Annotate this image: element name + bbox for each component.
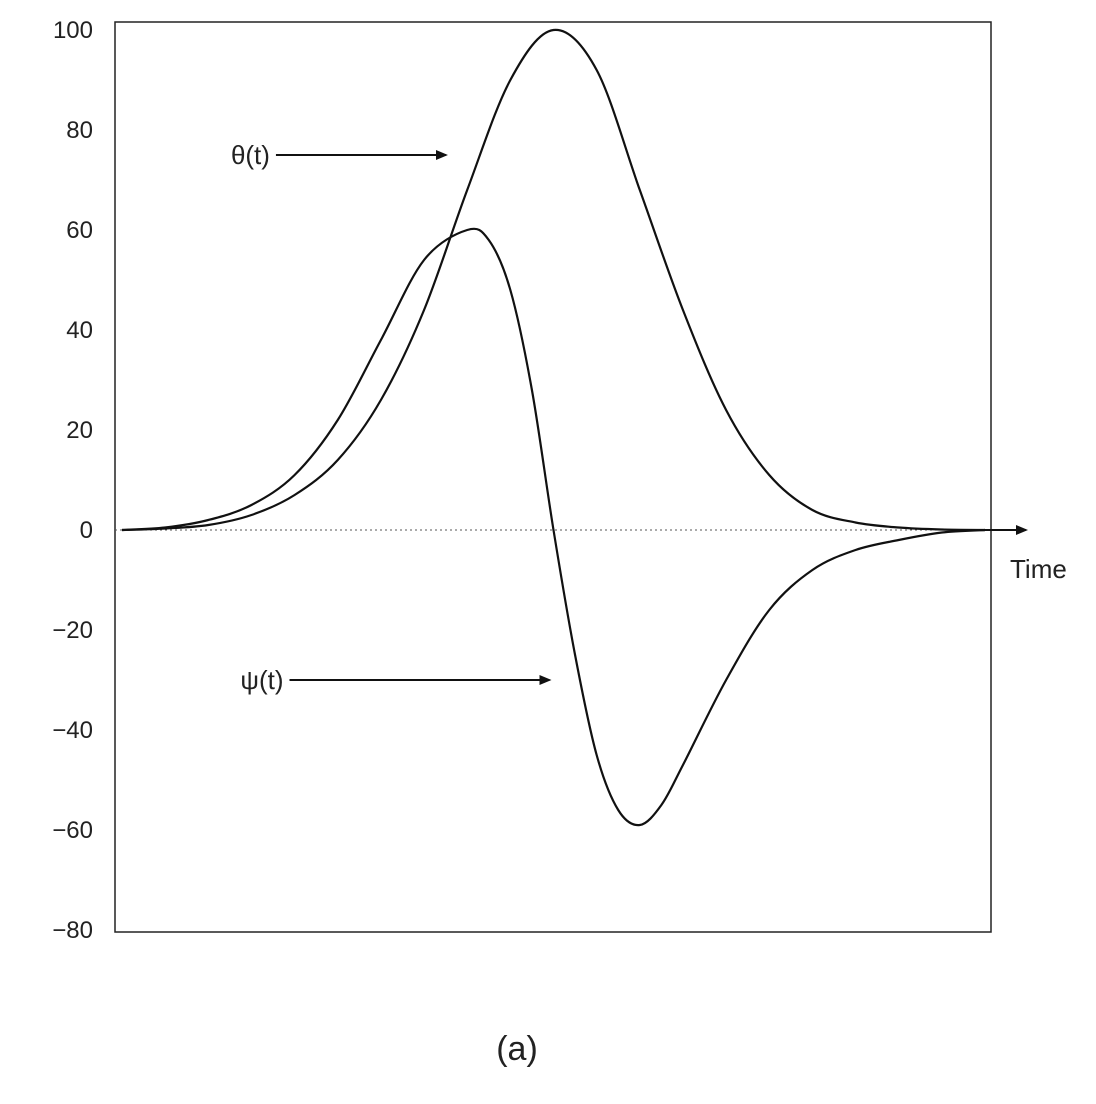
series-line-1	[121, 227, 986, 827]
y-tick-label: −20	[52, 617, 93, 644]
series-line-0	[121, 28, 986, 532]
y-tick-label: 60	[66, 217, 93, 244]
annotation-label: ψ(t)	[240, 665, 283, 695]
y-tick-label: 20	[66, 417, 93, 444]
x-axis-label: Time	[1010, 554, 1067, 584]
y-tick-label: 100	[53, 17, 93, 44]
y-tick-label: 0	[80, 517, 93, 544]
series-layer	[121, 28, 986, 827]
y-tick-label: 80	[66, 117, 93, 144]
annotation-layer: θ(t) ψ(t)	[231, 140, 552, 695]
y-tick-label: −40	[52, 717, 93, 744]
y-tick-label: −60	[52, 817, 93, 844]
annotation-label: θ(t)	[231, 140, 270, 170]
y-tick-label: 40	[66, 317, 93, 344]
figure-caption: (a)	[496, 1030, 538, 1068]
y-tick-label: −80	[52, 917, 93, 944]
plot-frame	[114, 21, 992, 933]
y-axis-tick-labels: 100 80 60 40 20 0 −20 −40 −60 −80	[52, 17, 93, 944]
